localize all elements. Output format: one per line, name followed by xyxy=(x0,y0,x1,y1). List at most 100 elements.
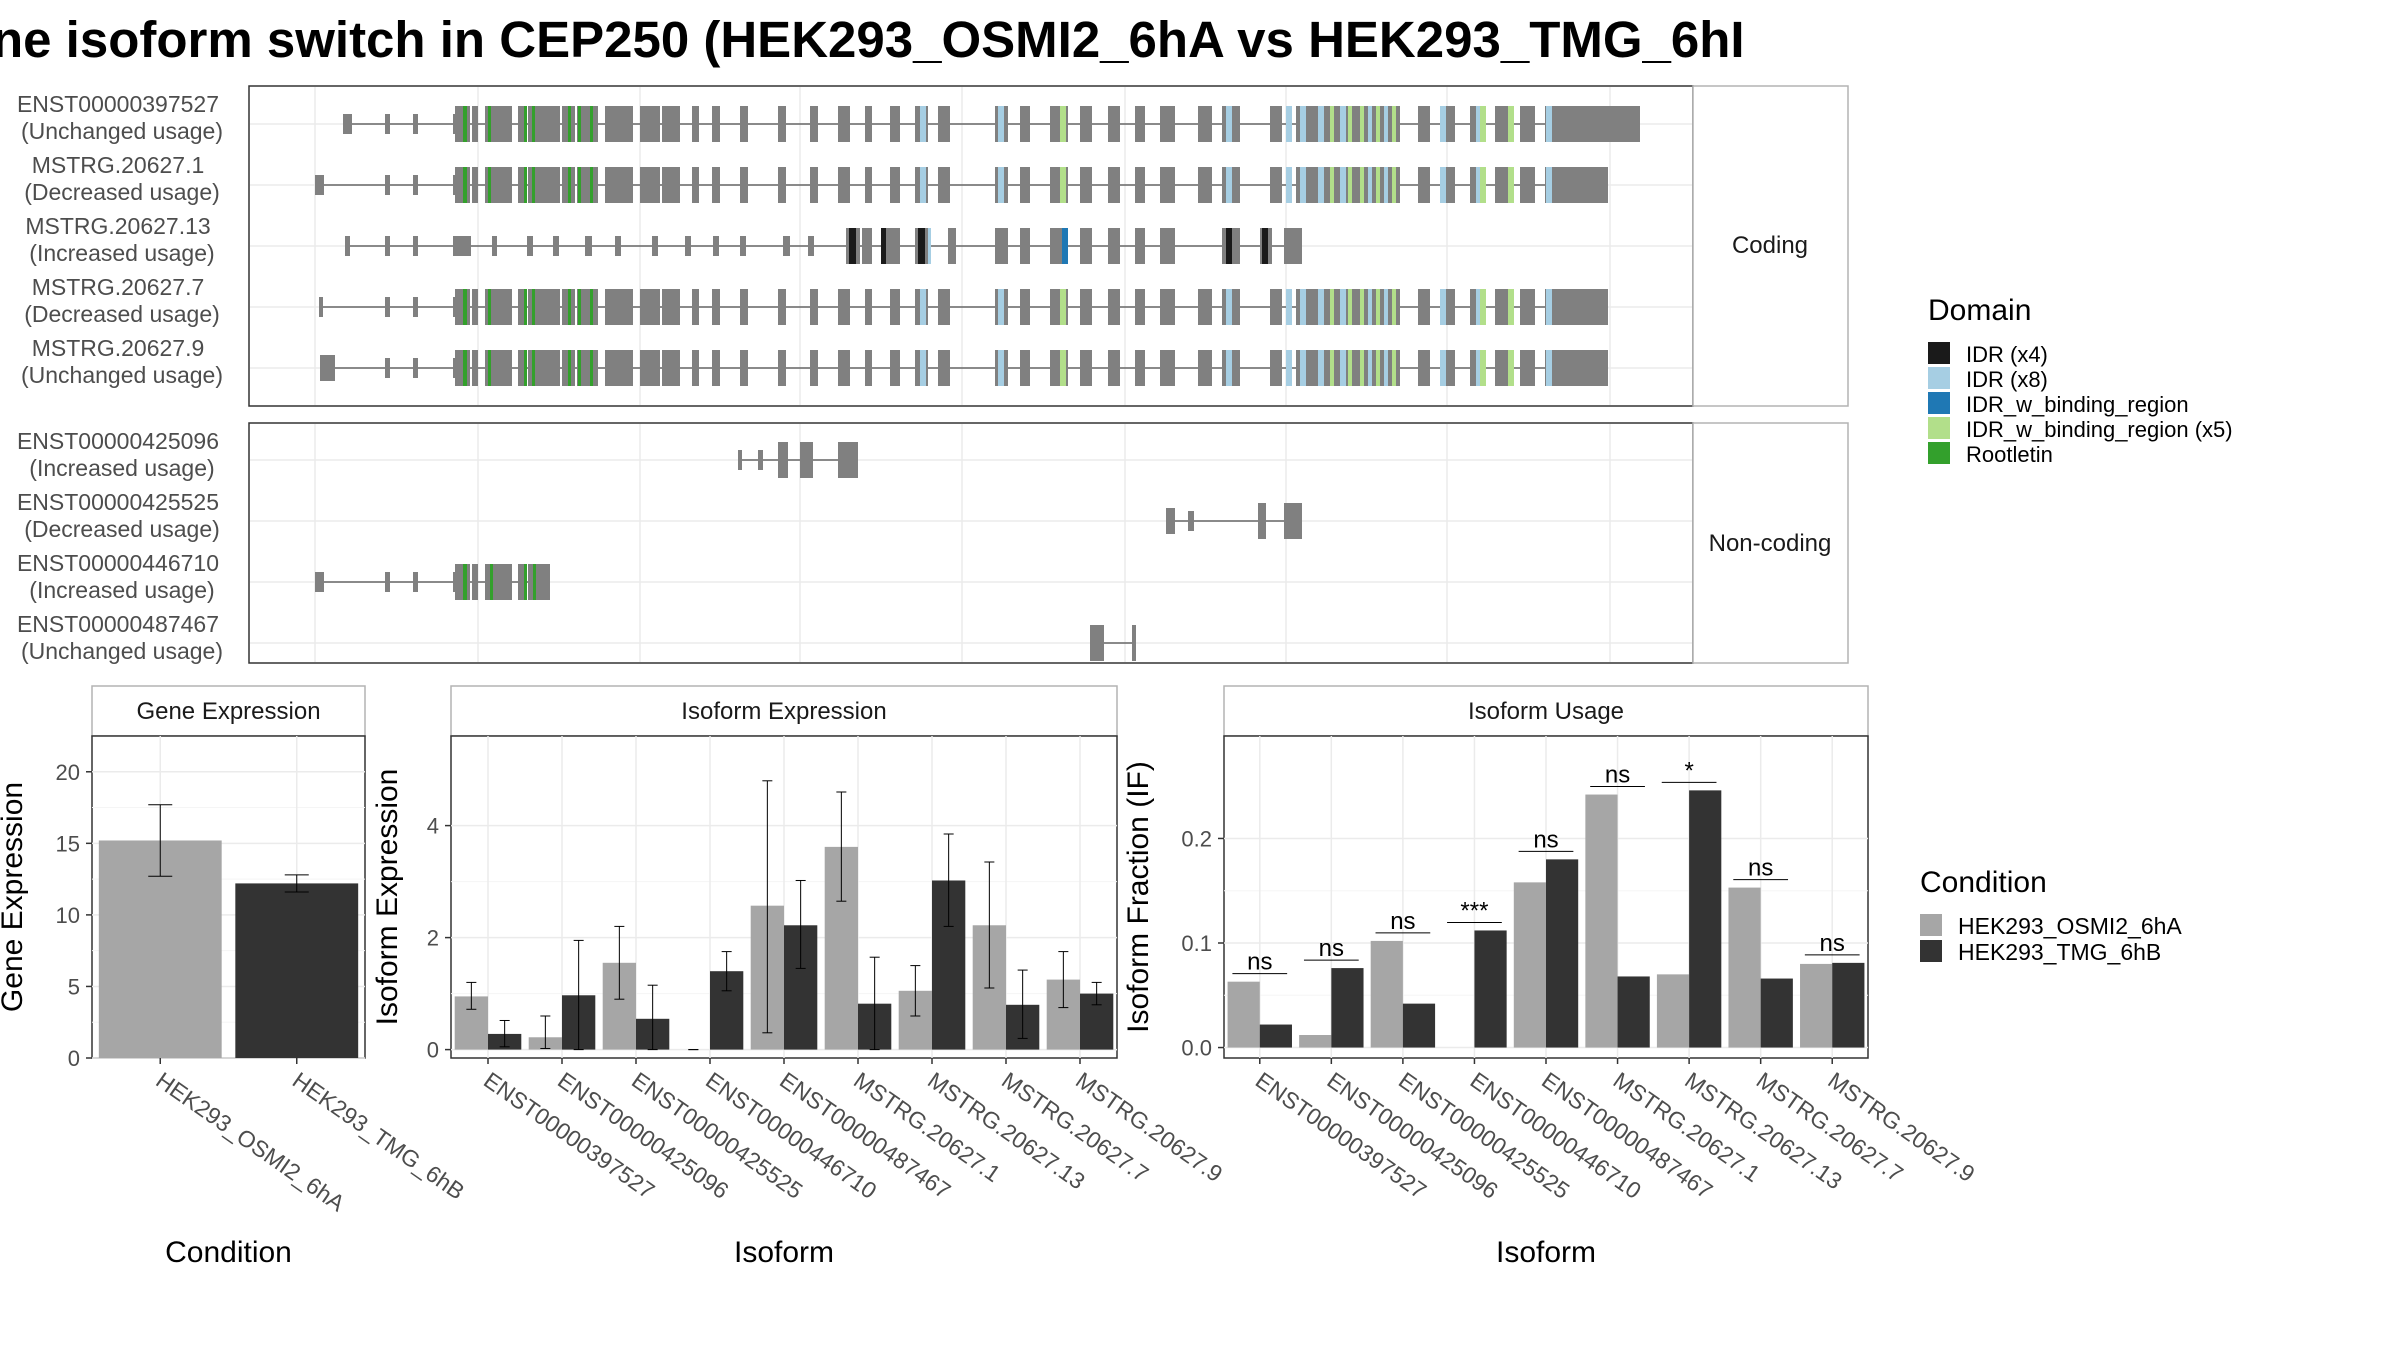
coding-exon xyxy=(472,350,478,386)
coding-tracks xyxy=(315,106,1640,386)
exon xyxy=(385,114,390,134)
domain-region xyxy=(463,350,467,386)
domain-region xyxy=(920,289,926,325)
coding-exon xyxy=(865,289,872,325)
bar xyxy=(1689,790,1722,1048)
domain-region xyxy=(532,289,535,325)
domain-region xyxy=(1226,106,1232,142)
domain-region xyxy=(1340,289,1346,325)
coding-exon xyxy=(838,167,850,203)
coding-exon xyxy=(712,167,720,203)
domain-region xyxy=(1360,289,1364,325)
domain-region xyxy=(578,289,581,325)
y-tick-label: 15 xyxy=(56,831,80,856)
domain-region xyxy=(998,167,1004,203)
coding-exon xyxy=(778,442,788,478)
legend-key-idr-binding xyxy=(1928,392,1950,414)
domain-region xyxy=(1508,106,1514,142)
domain-region xyxy=(590,350,593,386)
exon xyxy=(385,572,390,592)
coding-exon xyxy=(838,106,850,142)
coding-exon xyxy=(485,564,512,600)
coding-exon xyxy=(1020,289,1030,325)
coding-exon xyxy=(605,167,633,203)
coding-exon xyxy=(1198,350,1212,386)
isoform-usage: (Unchanged usage) xyxy=(21,362,223,388)
domain-region xyxy=(463,167,467,203)
coding-exon xyxy=(712,350,720,386)
coding-exon xyxy=(1520,167,1535,203)
exon xyxy=(413,572,418,592)
coding-exon xyxy=(518,106,526,142)
domain-region xyxy=(1476,106,1482,142)
significance-label: ns xyxy=(1748,855,1773,882)
domain-region xyxy=(488,350,491,386)
domain-region xyxy=(1318,350,1324,386)
coding-exon xyxy=(1108,106,1120,142)
domain-region xyxy=(1376,289,1380,325)
x-axis-title: Isoform xyxy=(1496,1236,1596,1269)
domain-region xyxy=(928,228,931,264)
exon xyxy=(527,236,533,256)
domain-region xyxy=(1330,350,1334,386)
coding-exon xyxy=(1556,289,1608,325)
legend-label-idr-x4: IDR (x4) xyxy=(1966,342,2048,367)
exon xyxy=(740,236,746,256)
domain-region xyxy=(1480,289,1486,325)
exon xyxy=(413,358,418,378)
bar xyxy=(1656,974,1690,1048)
coding-exon xyxy=(890,350,900,386)
significance-label: ns xyxy=(1319,935,1344,962)
coding-exon xyxy=(1108,167,1120,203)
coding-exon xyxy=(1495,289,1510,325)
domain-region xyxy=(998,289,1004,325)
coding-exon xyxy=(465,350,470,386)
coding-exon xyxy=(740,350,748,386)
coding-exon xyxy=(605,289,633,325)
domain-region xyxy=(920,167,926,203)
domain-region xyxy=(1060,350,1066,386)
legend-label-idr-binding-x5: IDR_w_binding_region (x5) xyxy=(1966,417,2233,442)
y-tick-label: 20 xyxy=(56,760,80,785)
y-tick-label: 0 xyxy=(427,1038,439,1063)
coding-exon xyxy=(1520,106,1535,142)
coding-exon xyxy=(740,289,748,325)
coding-exon xyxy=(605,106,633,142)
bar xyxy=(1585,794,1618,1048)
isoform-usage-chart: Isoform Usage 0.0 0.1 0.2 ns ns ns *** ns ns * ns ns… xyxy=(1122,685,1980,1269)
exon xyxy=(808,236,814,256)
significance-label: ns xyxy=(1820,930,1845,957)
domain-region xyxy=(590,106,593,142)
coding-exon xyxy=(518,350,526,386)
domain-region xyxy=(918,228,925,264)
x-axis-title: Isoform xyxy=(734,1236,834,1269)
domain-region xyxy=(1480,106,1486,142)
y-axis-title: Isoform Fraction (IF) xyxy=(1122,761,1155,1033)
exon xyxy=(553,236,559,256)
domain-region xyxy=(488,106,491,142)
domain-region xyxy=(578,167,581,203)
noncoding-facet: Non-coding ENST00000425096(Increased usa… xyxy=(17,422,1849,664)
domain-region xyxy=(1368,289,1372,325)
coding-exon xyxy=(1080,350,1092,386)
coding-exon xyxy=(800,442,813,478)
domain-region xyxy=(488,167,491,203)
y-tick-label: 2 xyxy=(427,926,439,951)
coding-exon xyxy=(1108,228,1120,264)
domain-region xyxy=(1330,167,1334,203)
coding-exon xyxy=(640,289,660,325)
bar xyxy=(1800,963,1833,1048)
coding-exon xyxy=(1495,350,1510,386)
domain-region xyxy=(1508,167,1514,203)
figure-title: ne isoform switch in CEP250 (HEK293_OSMI… xyxy=(0,11,1745,68)
coding-exon xyxy=(1556,106,1640,142)
coding-exon xyxy=(1258,503,1266,539)
panel-title: Gene Expression xyxy=(136,698,320,725)
domain-region xyxy=(1384,167,1388,203)
domain-region xyxy=(1376,106,1380,142)
y-tick-label: 10 xyxy=(56,903,80,928)
coding-exon xyxy=(865,167,872,203)
coding-exon xyxy=(838,289,850,325)
coding-exon xyxy=(1020,167,1030,203)
coding-exon xyxy=(890,289,900,325)
